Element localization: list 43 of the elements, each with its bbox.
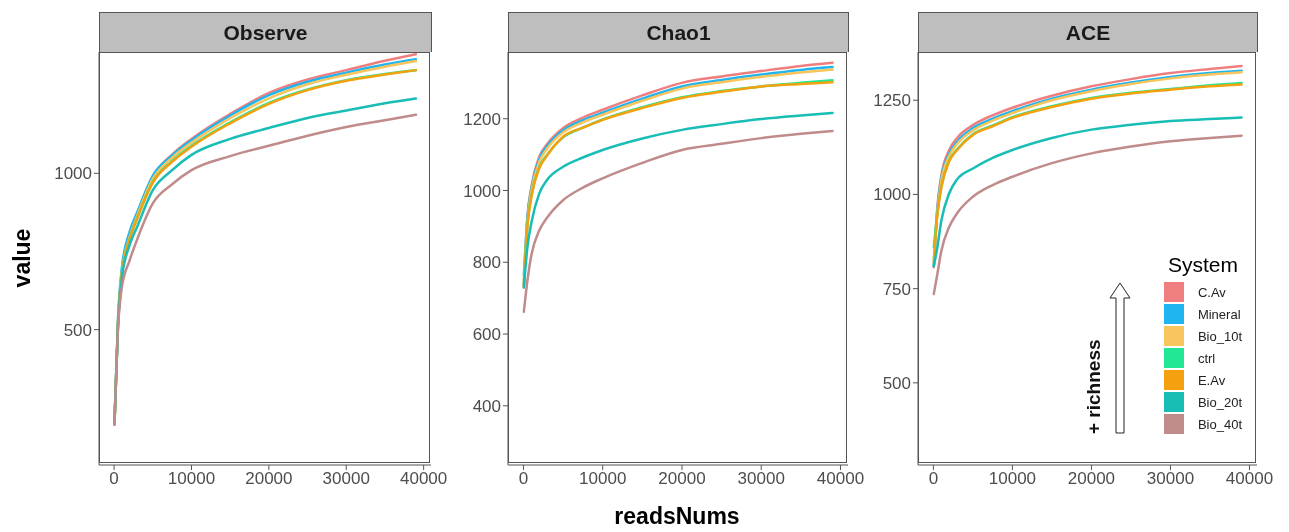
x-tick-label: 0 [518, 469, 529, 489]
y-tick-label: 750 [882, 279, 911, 299]
x-tick-label: 0 [928, 469, 939, 489]
x-tick-label: 10000 [579, 469, 627, 489]
legend-label: C.Av [1197, 284, 1226, 300]
line-series [932, 134, 1243, 296]
y-tick-label: 1250 [873, 91, 911, 111]
x-tick-label: 20000 [1067, 469, 1116, 489]
chart-title: ACE [918, 12, 1258, 52]
y-tick-label: 800 [472, 253, 501, 273]
x-tick-label: 30000 [322, 469, 370, 489]
x-axis-title: readsNums [614, 503, 740, 530]
legend-label: ctrl [1197, 350, 1216, 366]
legend-title: System [1167, 253, 1239, 277]
legend-label: Mineral [1197, 306, 1241, 322]
annotation: + richness [1083, 339, 1105, 434]
y-tick-label: 500 [882, 373, 911, 393]
x-tick-label: 30000 [1146, 469, 1195, 489]
y-tick-label: 500 [63, 320, 92, 340]
x-tick-label: 10000 [167, 469, 216, 489]
x-tick-label: 20000 [245, 469, 293, 489]
chart-title: Chao1 [508, 12, 849, 52]
x-tick-label: 40000 [816, 469, 865, 489]
x-tick-label: 10000 [988, 469, 1037, 489]
y-tick-label: 1000 [873, 185, 911, 205]
y-tick-label: 400 [472, 396, 501, 416]
y-axis-title: value [8, 228, 36, 288]
legend-label: Bio_40t [1197, 416, 1242, 432]
line-series [522, 129, 834, 314]
legend-label: Bio_10t [1197, 328, 1242, 344]
x-tick-label: 40000 [1225, 469, 1274, 489]
x-tick-label: 30000 [737, 469, 785, 489]
legend-label: Bio_20t [1197, 394, 1242, 410]
y-tick-label: 600 [472, 325, 501, 345]
x-tick-label: 0 [109, 469, 119, 489]
x-tick-label: 20000 [658, 469, 706, 489]
x-tick-label: 40000 [400, 469, 448, 489]
y-tick-label: 1200 [463, 109, 501, 129]
legend-label: E.Av [1197, 372, 1226, 388]
line-series [522, 111, 834, 289]
y-tick-label: 1000 [54, 164, 92, 184]
chart-title: Observe [99, 12, 432, 52]
y-tick-label: 1000 [463, 181, 501, 201]
